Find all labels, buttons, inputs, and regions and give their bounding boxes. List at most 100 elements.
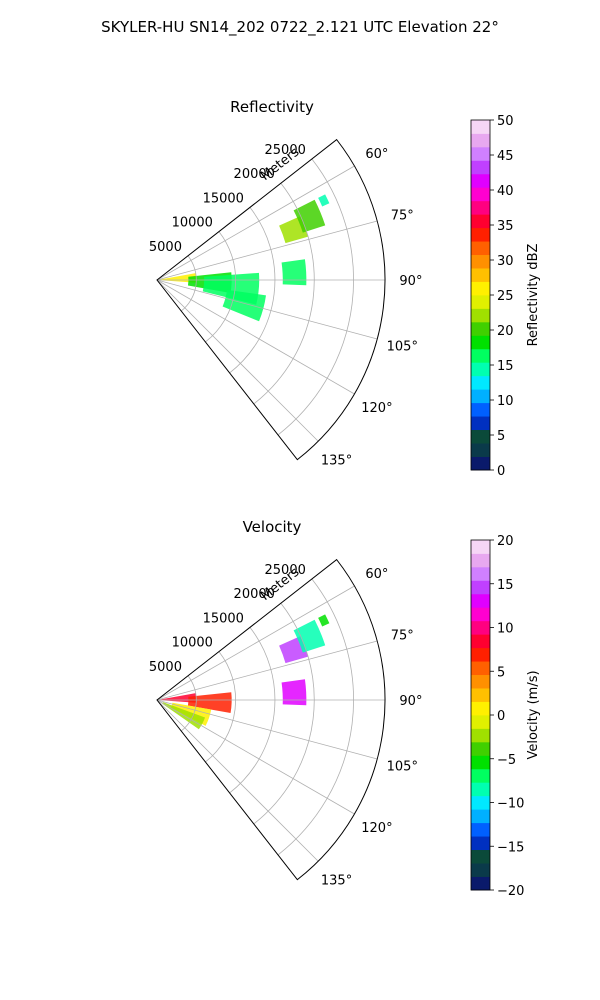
range-ring [205,651,237,763]
range-ring [180,675,197,732]
velocity-colorbar-tick-label: 15 [497,578,514,593]
velocity-range-tick-label: 15000 [203,611,244,626]
reflectivity-colorbar-tick-label: 50 [497,114,514,129]
reflectivity-colorbar-segment [471,227,490,242]
range-ring [277,578,354,856]
reflectivity-colorbar-tick-label: 40 [497,184,514,199]
reflectivity-colorbar-ticks: 0 5 10 15 20 25 30 35 40 45 50 [490,114,514,479]
reflectivity-colorbar-segment [471,281,490,296]
velocity-title: Velocity [243,518,302,536]
velocity-colorbar-segment [471,741,490,756]
velocity-colorbar-segment [471,728,490,743]
velocity-colorbar-segment [471,768,490,783]
velocity-colorbar-segment [471,607,490,622]
reflectivity-colorbar-segment [471,429,490,444]
velocity-colorbar-segment [471,634,490,649]
range-ring [253,182,315,405]
velocity-colorbar-tick-label: −15 [497,840,524,855]
reflectivity-colorbar-tick-label: 20 [497,324,514,339]
figure-title: SKYLER-HU SN14_202 0722_2.121 UTC Elevat… [101,18,499,37]
range-ring [180,255,197,312]
reflectivity-panel: Reflectivity 5000 10000 15000 20000 25000 60… [149,98,423,469]
reflectivity-colorbar-tick-label: 15 [497,359,514,374]
reflectivity-colorbar-tick-label: 25 [497,289,514,304]
reflectivity-azimuth-ticks: 60° 75° 90° 105° 120° 135° [321,147,423,469]
reflectivity-colorbar-segment [471,402,490,417]
velocity-colorbar-segment [471,593,490,608]
reflectivity-colorbar-segment [471,335,490,350]
reflectivity-range-tick-label: 25000 [265,143,306,158]
reflectivity-colorbar-segment [471,160,490,175]
range-ring [277,158,354,436]
velocity-colorbar-segment [471,580,490,595]
reflectivity-azimuth-tick-label: 135° [321,454,352,469]
azimuth-gridline [156,279,319,442]
velocity-colorbar-tick-label: 0 [497,709,505,724]
reflectivity-azimuth-tick-label: 105° [387,340,418,355]
reflectivity-colorbar-tick-label: 35 [497,219,514,234]
velocity-azimuth-tick-label: 60° [365,567,388,582]
reflectivity-azimuth-tick-label: 120° [361,401,392,416]
velocity-colorbar-segment [471,647,490,662]
velocity-azimuth-tick-label: 75° [391,628,414,643]
reflectivity-colorbar-tick-label: 0 [497,464,505,479]
velocity-colorbar-ticks: −20 −15 −10 −5 0 5 10 15 20 [490,534,524,899]
reflectivity-colorbar-segment [471,456,490,471]
velocity-colorbar-segment [471,755,490,770]
reflectivity-colorbar-segment [471,133,490,148]
velocity-colorbar-segment [471,822,490,837]
reflectivity-colorbar-segment [471,254,490,269]
range-ring [229,207,276,374]
azimuth-gridline [156,699,378,760]
velocity-colorbar-blocks [470,539,491,891]
velocity-colorbar-segment [471,566,490,581]
reflectivity-colorbar-segment [471,268,490,282]
reflectivity-colorbar-segment [471,120,490,134]
reflectivity-colorbar-segment [471,295,490,309]
velocity-azimuth-tick-label: 90° [399,694,422,709]
velocity-range-tick-label: 5000 [149,660,182,675]
reflectivity-colorbar: 0 5 10 15 20 25 30 35 40 45 50 Reflectivity dBZ [470,114,541,479]
reflectivity-colorbar-segment [471,187,490,202]
reflectivity-colorbar-tick-label: 30 [497,254,514,269]
velocity-range-ticks: 5000 10000 15000 20000 25000 [149,563,306,675]
velocity-colorbar-segment [471,620,490,635]
velocity-colorbar-segment [471,674,490,689]
velocity-colorbar-tick-label: 10 [497,622,514,637]
reflectivity-colorbar-segment [471,200,490,215]
velocity-colorbar-tick-label: −5 [497,753,516,768]
reflectivity-range-tick-label: 20000 [234,167,275,182]
velocity-colorbar-segment [471,876,490,891]
reflectivity-colorbar-segment [471,241,490,256]
velocity-echo-region [187,692,232,713]
velocity-azimuth-ticks: 60° 75° 90° 105° 120° 135° [321,567,423,889]
velocity-colorbar-segment [471,661,490,676]
reflectivity-range-tick-label: 15000 [203,191,244,206]
reflectivity-azimuth-tick-label: 60° [365,147,388,162]
velocity-azimuth-tick-label: 105° [387,760,418,775]
velocity-colorbar-tick-label: −10 [497,797,524,812]
azimuth-gridline [156,165,355,281]
velocity-echo-region [281,679,307,706]
reflectivity-azimuth-tick-label: 90° [399,274,422,289]
reflectivity-echo-region [318,194,330,207]
azimuth-gridline [156,640,378,701]
reflectivity-echo-region [281,259,307,286]
velocity-grid [156,558,386,881]
velocity-colorbar-segment [471,688,490,702]
velocity-panel: Velocity 5000 10000 15000 20000 25000 60° 75°… [149,518,423,889]
sector-frame [156,558,386,881]
sector-frame [156,138,386,461]
azimuth-gridline [156,279,355,395]
reflectivity-colorbar-segment [471,321,490,336]
reflectivity-colorbar-segment [471,308,490,323]
reflectivity-colorbar-segment [471,146,490,161]
reflectivity-echo-region [222,289,266,322]
velocity-colorbar-segment [471,849,490,864]
velocity-colorbar-segment [471,809,490,824]
velocity-colorbar-segment [471,540,490,554]
reflectivity-colorbar-segment [471,375,490,390]
velocity-colorbar-segment [471,782,490,797]
azimuth-gridline [156,699,319,862]
